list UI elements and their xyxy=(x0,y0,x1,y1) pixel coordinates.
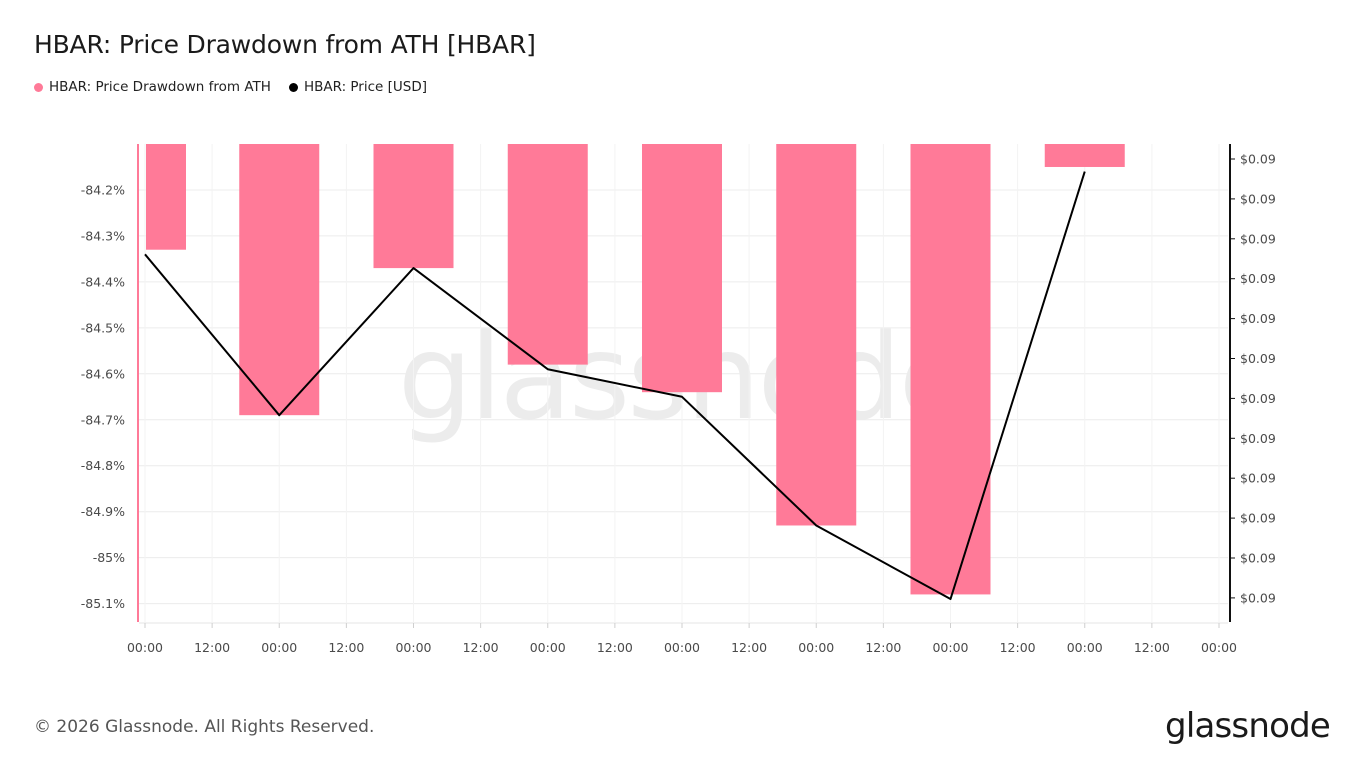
x-tick-label: 00:00 xyxy=(1067,640,1103,655)
x-tick-label: 00:00 xyxy=(127,640,163,655)
legend-label-drawdown: HBAR: Price Drawdown from ATH xyxy=(49,79,271,95)
legend-dot-price xyxy=(288,82,298,92)
x-tick-label: 00:00 xyxy=(395,640,431,655)
legend-dot-drawdown xyxy=(34,82,43,92)
right-tick-label: $0.09 xyxy=(1240,271,1276,286)
legend-item-drawdown[interactable]: HBAR: Price Drawdown from ATH xyxy=(34,79,271,95)
right-tick-label: $0.09 xyxy=(1240,551,1276,566)
right-tick-label: $0.09 xyxy=(1240,231,1276,246)
price-line-group xyxy=(144,171,1086,601)
left-tick-label: -84.6% xyxy=(81,366,125,381)
drawdown-bar[interactable] xyxy=(239,144,320,416)
x-tick-label: 00:00 xyxy=(1201,640,1237,655)
drawdown-bar[interactable] xyxy=(910,144,991,595)
drawdown-bar[interactable] xyxy=(507,144,588,365)
x-tick-label: 00:00 xyxy=(530,640,566,655)
glassnode-logo: glassnode xyxy=(1165,706,1331,746)
drawdown-bar[interactable] xyxy=(1044,144,1125,167)
price-line[interactable] xyxy=(144,171,1086,601)
x-tick-label: 12:00 xyxy=(865,640,901,655)
x-tick-label: 12:00 xyxy=(1000,640,1036,655)
drawdown-bar[interactable] xyxy=(373,144,454,269)
right-tick-label: $0.09 xyxy=(1240,471,1276,486)
left-tick-label: -84.2% xyxy=(81,182,125,197)
right-tick-label: $0.09 xyxy=(1240,351,1276,366)
x-tick-label: 00:00 xyxy=(664,640,700,655)
legend-item-price[interactable]: HBAR: Price [USD] xyxy=(288,79,428,95)
x-tick-label: 12:00 xyxy=(597,640,633,655)
legend-label-price: HBAR: Price [USD] xyxy=(303,79,428,95)
right-tick-label: $0.09 xyxy=(1240,152,1276,167)
left-tick-label: -84.9% xyxy=(81,504,125,519)
x-tick-label: 00:00 xyxy=(932,640,968,655)
left-tick-label: -85% xyxy=(93,550,125,565)
x-tick-label: 12:00 xyxy=(1134,640,1170,655)
x-tick-label: 00:00 xyxy=(798,640,834,655)
left-tick-label: -84.8% xyxy=(81,458,125,473)
left-tick-label: -84.5% xyxy=(81,320,125,335)
x-tick-label: 12:00 xyxy=(731,640,767,655)
drawdown-bar[interactable] xyxy=(776,144,857,526)
drawdown-bars xyxy=(146,144,1125,595)
left-tick-label: -84.3% xyxy=(81,228,125,243)
copyright-text: © 2026 Glassnode. All Rights Reserved. xyxy=(34,717,375,737)
left-tick-label: -84.4% xyxy=(81,274,125,289)
chart-legend: HBAR: Price Drawdown from ATH HBAR: Pric… xyxy=(34,79,427,95)
x-tick-label: 12:00 xyxy=(328,640,364,655)
drawdown-bar[interactable] xyxy=(642,144,722,393)
axes: -84.2% -84.3% -84.4% -84.5% -84.6% -84.7% -84.… xyxy=(81,144,1276,655)
right-tick-label: $0.09 xyxy=(1240,590,1276,605)
left-tick-label: -85.1% xyxy=(81,596,125,611)
right-tick-label: $0.09 xyxy=(1240,391,1276,406)
left-tick-label: -84.7% xyxy=(81,412,125,427)
right-tick-label: $0.09 xyxy=(1240,191,1276,206)
drawdown-bar[interactable] xyxy=(146,144,186,250)
chart-area: glassnode -84.2%-84.3%-84.4%-84.5%-84.6%… xyxy=(81,144,1276,655)
x-tick-label: 00:00 xyxy=(261,640,297,655)
right-tick-label: $0.09 xyxy=(1240,511,1276,526)
right-tick-label: $0.09 xyxy=(1240,431,1276,446)
chart-title: HBAR: Price Drawdown from ATH [HBAR] xyxy=(34,30,536,59)
x-tick-label: 12:00 xyxy=(463,640,499,655)
x-tick-label: 12:00 xyxy=(194,640,230,655)
right-tick-label: $0.09 xyxy=(1240,311,1276,326)
